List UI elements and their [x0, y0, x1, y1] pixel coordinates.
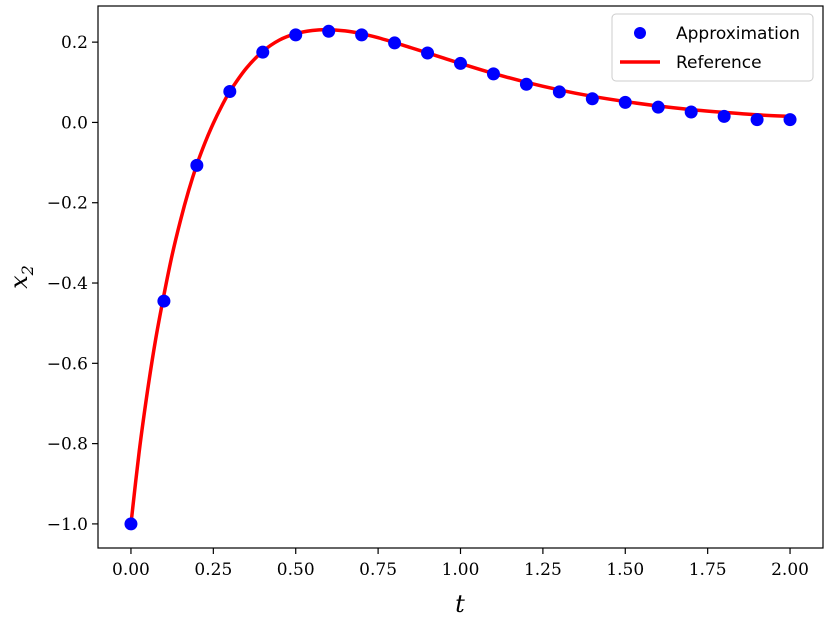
y-axis-label-subscript: 2 — [18, 265, 37, 276]
x-tick-label: 2.00 — [771, 560, 809, 580]
approximation-point — [190, 158, 204, 172]
x-tick-label: 1.75 — [689, 560, 727, 580]
approximation-point — [552, 85, 566, 99]
legend: Approximation Reference — [611, 13, 814, 82]
x-tick-label: 1.50 — [606, 560, 644, 580]
approximation-point — [124, 517, 138, 531]
y-tick-label: 0.2 — [61, 33, 88, 53]
approximation-point — [684, 105, 698, 119]
approximation-point — [651, 100, 665, 114]
axis-ticks: 0.00 0.25 0.50 0.75 1.00 1.25 1.50 1.75 2.00 −1.0… — [47, 33, 809, 580]
approximation-point — [585, 92, 599, 106]
approximation-point — [322, 24, 336, 38]
approximation-point — [486, 67, 500, 81]
x-axis-label: t — [455, 590, 465, 618]
legend-marker-approximation — [634, 27, 646, 39]
y-tick-label: −0.6 — [47, 354, 88, 374]
y-tick-label: −1.0 — [47, 515, 88, 535]
approximation-point — [256, 45, 270, 59]
legend-box — [611, 13, 814, 82]
y-tick-label: −0.4 — [47, 274, 88, 294]
approximation-point — [750, 113, 764, 127]
y-axis-label-main: x — [5, 275, 33, 289]
x-tick-label: 0.25 — [194, 560, 232, 580]
approximation-point — [421, 46, 435, 60]
approximation-point — [388, 36, 402, 50]
x-tick-label: 1.00 — [442, 560, 480, 580]
approximation-point — [618, 95, 632, 109]
x-tick-label: 0.00 — [112, 560, 150, 580]
approximation-point — [289, 28, 303, 42]
x-tick-label: 1.25 — [524, 560, 562, 580]
approximation-point — [355, 28, 369, 42]
approximation-point — [717, 109, 731, 123]
plot-area — [124, 24, 797, 531]
legend-label-reference: Reference — [676, 53, 762, 73]
x-tick-label: 0.50 — [277, 560, 315, 580]
y-tick-label: 0.0 — [61, 113, 88, 133]
legend-label-approximation: Approximation — [676, 24, 800, 44]
approximation-point — [157, 294, 171, 308]
approximation-point — [223, 85, 237, 99]
y-axis-label: x2 — [5, 265, 37, 289]
x-tick-label: 0.75 — [359, 560, 397, 580]
approximation-point — [783, 113, 797, 127]
y-tick-label: −0.8 — [47, 435, 88, 455]
svg-text:x2: x2 — [5, 265, 37, 289]
approximation-point — [454, 56, 467, 70]
y-tick-label: −0.2 — [47, 194, 88, 214]
approximation-point — [519, 77, 533, 91]
